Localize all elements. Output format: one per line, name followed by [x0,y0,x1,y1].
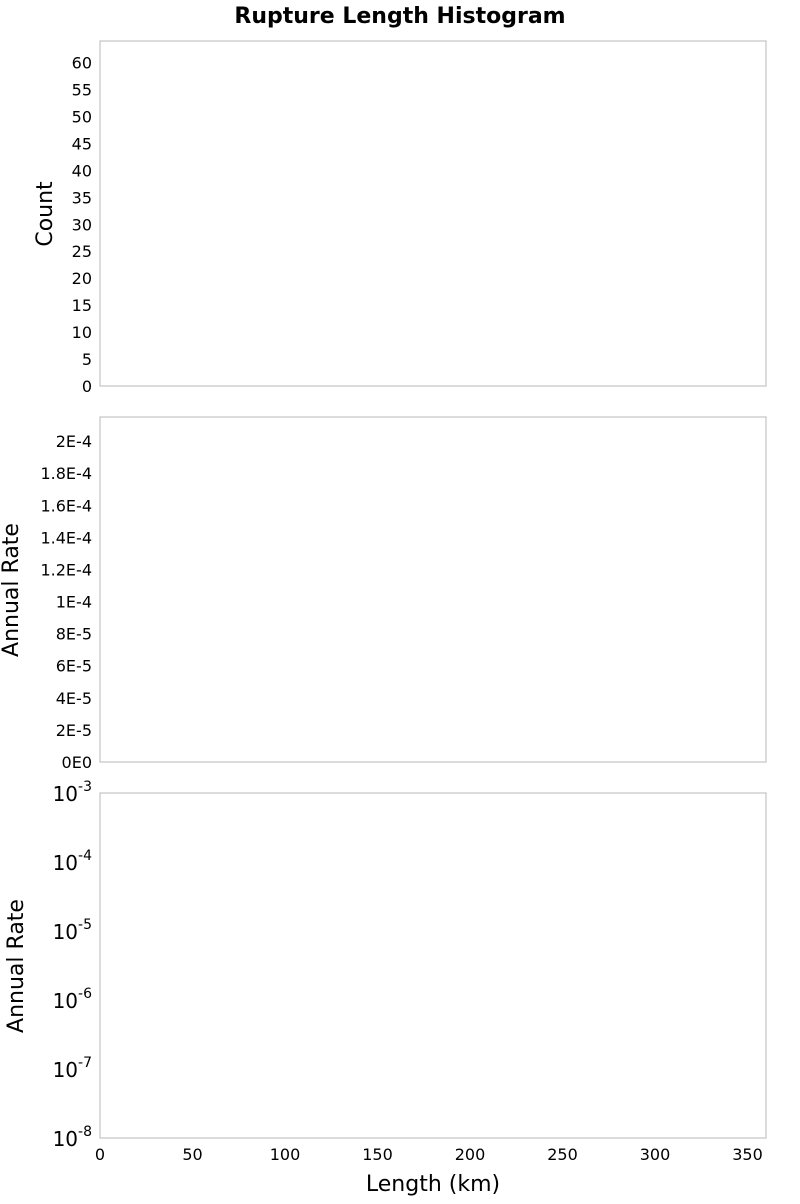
y-tick-label: 30 [72,215,92,234]
y-tick-label: 10-8 [53,1124,92,1151]
y-tick-label: 4E-5 [56,689,92,708]
y-axis-label: Annual Rate [0,523,24,657]
y-tick-label: 0 [82,377,92,396]
plot-frame [99,792,767,1139]
y-axis-label: Count [33,181,58,247]
x-tick-label: 100 [270,1145,301,1164]
chart-title: Rupture Length Histogram [234,4,565,29]
y-tick-label: 1.6E-4 [40,496,92,515]
panel-2: 0E0 2E-5 4E-5 6E-5 8E-5 1E-4 1.2E-4 1.4E-4 1.6E-… [0,416,767,772]
y-tick-label: 50 [72,107,92,126]
panels-layer: 0 5 10 15 20 25 30 35 40 45 50 55 60 Count 0E0 2E-5 4E-5… [0,40,767,1151]
y-tick-label: 10 [72,323,92,342]
y-tick-label: 0E0 [62,753,92,772]
panel-3: 10-8 10-7 10-6 10-5 10-4 10-3 Annual Rate [4,779,767,1151]
y-tick-label: 2E-4 [56,432,92,451]
y-tick-label: 1.4E-4 [40,528,92,547]
y-tick-label: 55 [72,81,92,100]
y-tick-label: 60 [72,54,92,73]
y-tick-label: 45 [72,134,92,153]
y-tick-label: 10-5 [53,917,92,944]
y-tick-label: 6E-5 [56,657,92,676]
y-tick-label: 40 [72,161,92,180]
x-tick-label: 50 [182,1145,202,1164]
y-tick-label: 25 [72,242,92,261]
panel-1: 0 5 10 15 20 25 30 35 40 45 50 55 60 Count [33,40,767,396]
y-tick-label: 10-6 [53,986,93,1013]
y-axis: 0E0 2E-5 4E-5 6E-5 8E-5 1E-4 1.2E-4 1.4E-4 1.6E-… [40,432,92,772]
y-tick-label: 5 [82,350,92,369]
y-tick-label: 8E-5 [56,625,92,644]
y-axis: 0 5 10 15 20 25 30 35 40 45 50 55 60 [72,54,92,396]
y-tick-label: 10-4 [53,848,93,875]
y-tick-label: 35 [72,188,92,207]
x-tick-label: 0 [95,1145,105,1164]
y-tick-label: 2E-5 [56,721,92,740]
plot-frame [99,416,767,763]
y-tick-label: 10-3 [53,779,92,806]
x-tick-label: 250 [547,1145,578,1164]
x-axis: 0 50 100 150 200 250 300 350 [95,1145,763,1164]
y-tick-label: 20 [72,269,92,288]
y-tick-label: 1.8E-4 [40,464,92,483]
y-tick-label: 1E-4 [56,593,92,612]
x-tick-label: 150 [362,1145,393,1164]
y-axis-label: Annual Rate [4,899,29,1033]
x-tick-label: 300 [640,1145,671,1164]
y-tick-label: 1.2E-4 [40,560,92,579]
x-axis-label: Length (km) [366,1172,500,1197]
y-tick-label: 15 [72,296,92,315]
x-tick-label: 200 [455,1145,486,1164]
y-axis: 10-8 10-7 10-6 10-5 10-4 10-3 [53,779,93,1151]
plot-frame [99,40,767,387]
x-tick-label: 350 [732,1145,763,1164]
y-tick-label: 10-7 [53,1055,92,1082]
